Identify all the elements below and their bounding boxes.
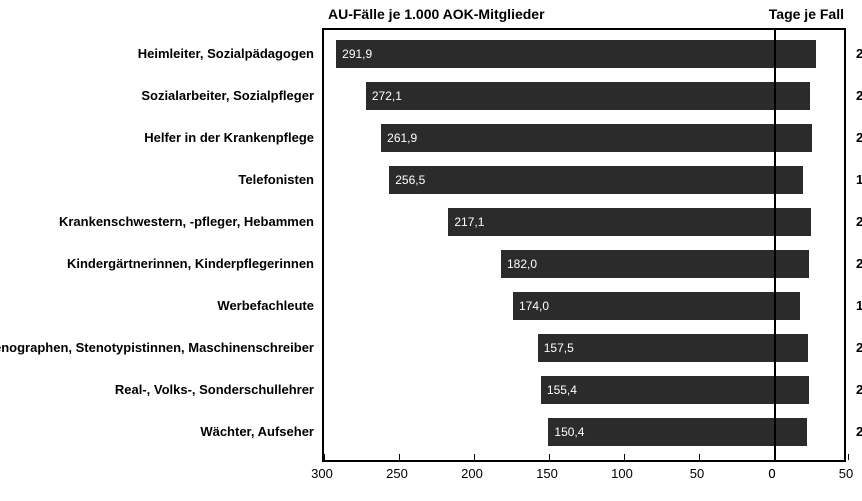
right-value-label: 18,1 [856, 166, 862, 194]
left-bar-value: 272,1 [372, 82, 402, 110]
table-row: Wächter, Aufseher150,421,1 [324, 418, 844, 446]
left-axis-tick: 50 [690, 466, 704, 481]
table-row: Kindergärtnerinnen, Kinderpflegerinnen18… [324, 250, 844, 278]
table-row: Werbefachleute174,015,9 [324, 292, 844, 320]
left-bar-value: 256,5 [395, 166, 425, 194]
right-value-label: 22,0 [856, 250, 862, 278]
table-row: Sozialarbeiter, Sozialpfleger272,123,0 [324, 82, 844, 110]
left-bar: 272,1 [366, 82, 774, 110]
tick-mark [474, 454, 475, 460]
tick-mark [324, 454, 325, 460]
table-row: Real-, Volks-, Sonderschullehrer155,422,… [324, 376, 844, 404]
right-value-label: 22,6 [856, 376, 862, 404]
plot-area: Heimleiter, Sozialpädagogen291,926,9 Sozi… [322, 28, 846, 462]
row-label: Kindergärtnerinnen, Kinderpflegerinnen [67, 250, 324, 278]
left-bar: 256,5 [389, 166, 774, 194]
left-axis-tick: 150 [536, 466, 558, 481]
right-bar [776, 418, 807, 446]
left-bar: 217,1 [448, 208, 774, 236]
right-axis-tick: 50 [839, 466, 853, 481]
row-label: Real-, Volks-, Sonderschullehrer [115, 376, 324, 404]
chart-container: AU-Fälle je 1.000 AOK-Mitglieder Tage je… [0, 0, 862, 501]
right-bar [776, 334, 808, 362]
table-row: Stenographen, Stenotypistinnen, Maschine… [324, 334, 844, 362]
right-bar [776, 82, 810, 110]
row-label: Sozialarbeiter, Sozialpfleger [141, 82, 324, 110]
right-bar [776, 376, 809, 404]
left-bar-value: 174,0 [519, 292, 549, 320]
left-bar-value: 157,5 [544, 334, 574, 362]
table-row: Helfer in der Krankenpflege261,924,2 [324, 124, 844, 152]
right-value-label: 24,2 [856, 124, 862, 152]
tick-mark [549, 454, 550, 460]
tick-mark [699, 454, 700, 460]
tick-mark [624, 454, 625, 460]
tick-mark [399, 454, 400, 460]
right-bar [776, 166, 803, 194]
right-bar [776, 292, 800, 320]
left-bar-value: 291,9 [342, 40, 372, 68]
right-bar [776, 40, 816, 68]
left-bar: 174,0 [513, 292, 774, 320]
table-row: Heimleiter, Sozialpädagogen291,926,9 [324, 40, 844, 68]
right-bar [776, 208, 811, 236]
row-label: Helfer in der Krankenpflege [144, 124, 324, 152]
row-label: Krankenschwestern, -pfleger, Hebammen [59, 208, 324, 236]
tick-mark [774, 454, 775, 460]
left-bar: 291,9 [336, 40, 774, 68]
left-bar-value: 261,9 [387, 124, 417, 152]
row-label: Werbefachleute [217, 292, 324, 320]
left-panel-title: AU-Fälle je 1.000 AOK-Mitglieder [328, 6, 545, 22]
left-bar-value: 182,0 [507, 250, 537, 278]
right-panel-title: Tage je Fall [769, 6, 844, 22]
left-bar: 155,4 [541, 376, 774, 404]
left-bar: 182,0 [501, 250, 774, 278]
left-axis-tick: 250 [386, 466, 408, 481]
right-value-label: 23,0 [856, 82, 862, 110]
right-value-label: 15,9 [856, 292, 862, 320]
right-bar [776, 124, 812, 152]
left-bar-value: 155,4 [547, 376, 577, 404]
right-value-label: 23,5 [856, 208, 862, 236]
left-bar: 150,4 [548, 418, 774, 446]
row-label: Telefonisten [238, 166, 324, 194]
table-row: Telefonisten256,518,1 [324, 166, 844, 194]
left-bar-value: 150,4 [554, 418, 584, 446]
x-axis: 300250200150100500050 [322, 466, 846, 484]
left-bar: 157,5 [538, 334, 774, 362]
table-row: Krankenschwestern, -pfleger, Hebammen217… [324, 208, 844, 236]
left-bar: 261,9 [381, 124, 774, 152]
left-axis-tick: 200 [461, 466, 483, 481]
right-axis-tick: 0 [768, 466, 775, 481]
right-value-label: 26,9 [856, 40, 862, 68]
row-label: Stenographen, Stenotypistinnen, Maschine… [0, 334, 324, 362]
right-value-label: 21,1 [856, 418, 862, 446]
left-axis-tick: 100 [611, 466, 633, 481]
left-bar-value: 217,1 [454, 208, 484, 236]
left-axis-tick: 300 [311, 466, 333, 481]
right-bar [776, 250, 809, 278]
chart-titles: AU-Fälle je 1.000 AOK-Mitglieder Tage je… [0, 6, 862, 26]
right-value-label: 21,9 [856, 334, 862, 362]
tick-mark [848, 454, 849, 460]
row-label: Heimleiter, Sozialpädagogen [138, 40, 324, 68]
row-label: Wächter, Aufseher [200, 418, 324, 446]
